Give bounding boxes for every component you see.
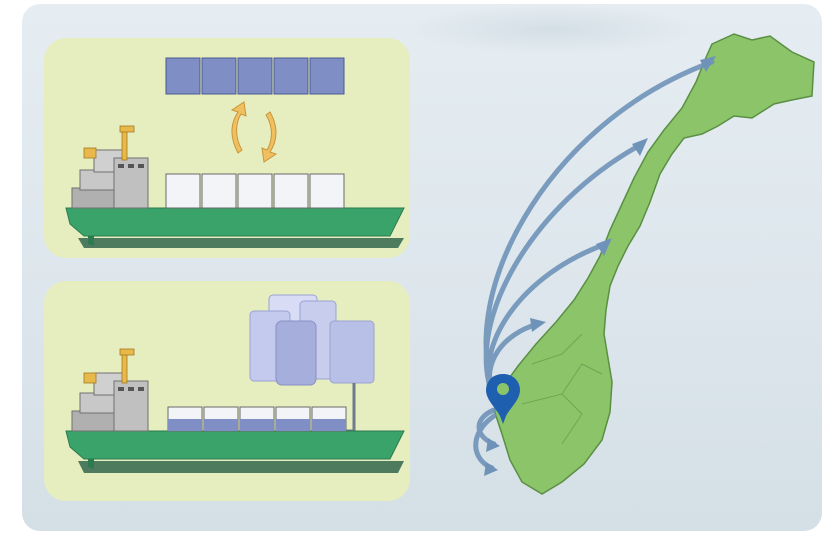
swap-arrows-icon (230, 101, 278, 163)
route-arrows (473, 59, 715, 471)
full-container-stack-icon (165, 57, 345, 95)
cargo-ship-icon (65, 125, 405, 248)
cargo-ship-icon (65, 348, 405, 473)
location-pin-icon (486, 374, 520, 424)
container-swap-panel (44, 38, 410, 258)
diagram-frame (22, 4, 822, 531)
route-arrowheads (484, 56, 716, 476)
storage-tank-icon (249, 294, 375, 386)
tank-loading-panel (44, 281, 410, 501)
norway-map-icon (493, 33, 815, 495)
